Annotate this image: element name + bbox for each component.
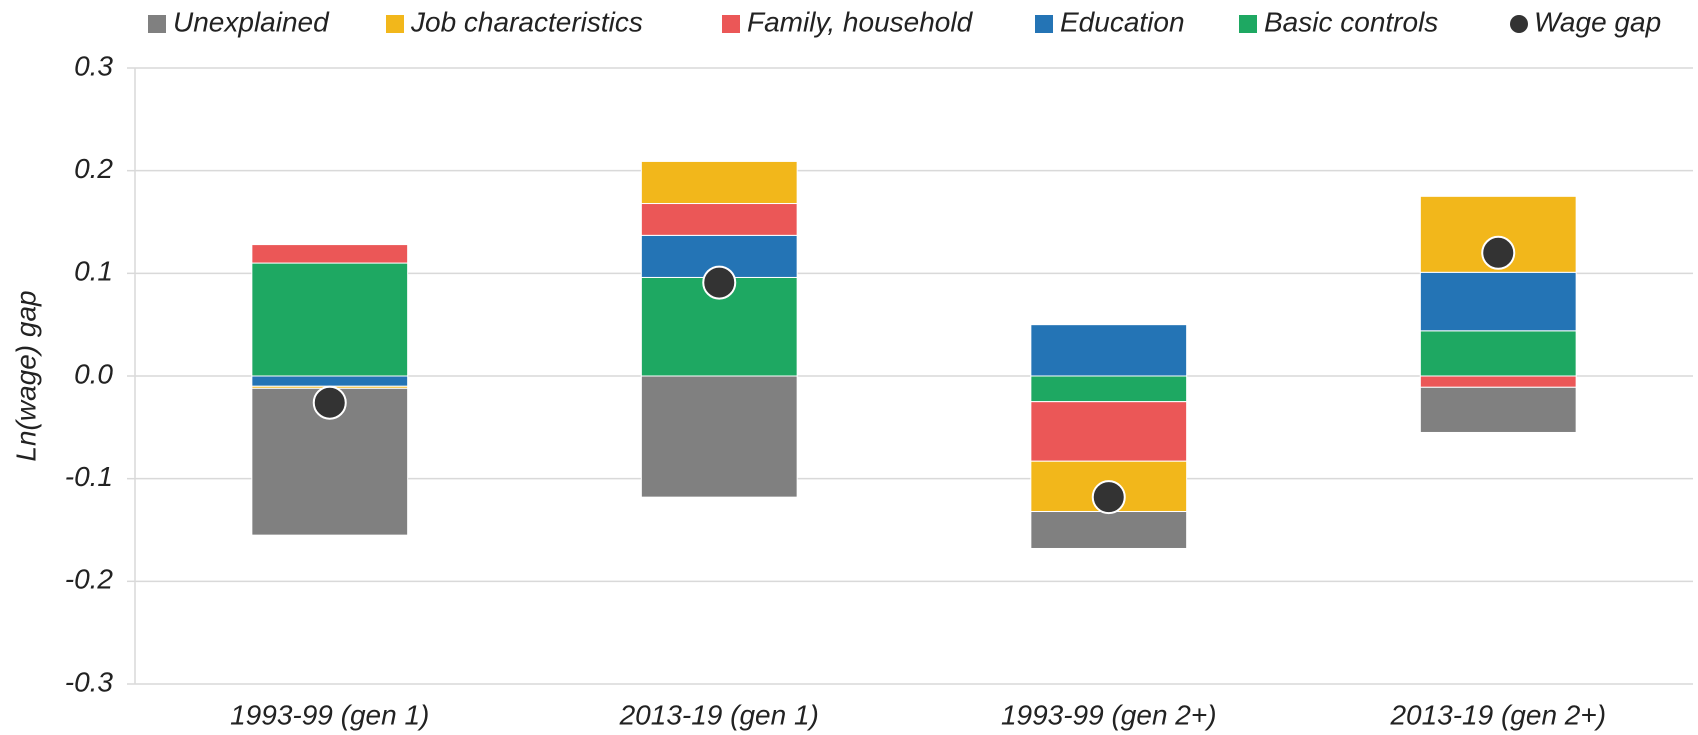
wage-gap-dot	[312, 385, 347, 420]
x-tick-label: 2013-19 (gen 1)	[619, 699, 819, 730]
legend-marker	[1035, 15, 1053, 33]
bar-segment	[1419, 271, 1577, 332]
legend-marker	[386, 15, 404, 33]
y-tick-label: 0.1	[74, 256, 113, 287]
bar-segment	[640, 160, 798, 205]
bar-segment	[1419, 386, 1577, 433]
bar-segment	[251, 244, 409, 264]
y-tick-label: -0.1	[65, 461, 113, 492]
x-tick-label: 1993-99 (gen 1)	[230, 699, 429, 730]
wage-gap-dot	[1481, 235, 1516, 270]
legend-label: Job characteristics	[410, 6, 643, 37]
legend-marker	[1239, 15, 1257, 33]
bar-segment	[640, 375, 798, 498]
y-tick-label: -0.2	[65, 564, 114, 595]
legend-marker	[722, 15, 740, 33]
legend-label: Family, household	[747, 6, 974, 37]
legend-label: Unexplained	[173, 6, 330, 37]
legend-label: Education	[1060, 6, 1185, 37]
bar-segment	[1030, 375, 1188, 403]
bar-segment	[1419, 375, 1577, 388]
bar-segment	[251, 262, 409, 377]
x-tick-label: 1993-99 (gen 2+)	[1001, 699, 1217, 730]
bar-segment	[1030, 401, 1188, 462]
bar-segment	[1419, 330, 1577, 377]
legend-label: Wage gap	[1534, 6, 1661, 37]
bar-segment	[1030, 511, 1188, 549]
bar-segment	[640, 203, 798, 236]
y-tick-label: 0.0	[74, 358, 113, 389]
y-axis-title: Ln(wage) gap	[10, 290, 41, 461]
y-tick-label: 0.2	[74, 153, 113, 184]
bar-segment	[251, 375, 409, 387]
y-tick-label: 0.3	[74, 50, 113, 81]
wage-gap-dot	[702, 265, 737, 300]
legend-label: Basic controls	[1264, 6, 1438, 37]
x-tick-label: 2013-19 (gen 2+)	[1389, 699, 1606, 730]
bar-segment	[640, 276, 798, 377]
bar-segment	[1030, 324, 1188, 377]
wage-gap-dot	[1091, 480, 1126, 515]
legend-marker	[148, 15, 166, 33]
y-tick-label: -0.3	[65, 666, 114, 697]
legend-marker	[1510, 15, 1528, 33]
